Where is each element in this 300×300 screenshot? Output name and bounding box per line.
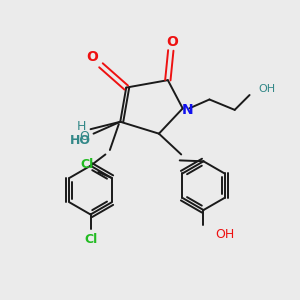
Text: HO: HO [70, 134, 91, 147]
Text: O: O [80, 130, 89, 143]
Text: H: H [77, 120, 86, 133]
Text: O: O [87, 50, 99, 64]
Text: OH: OH [215, 228, 234, 241]
Text: O: O [167, 35, 178, 49]
Text: Cl: Cl [84, 233, 97, 246]
Text: N: N [182, 103, 194, 117]
Text: Cl: Cl [80, 158, 94, 171]
Text: OH: OH [259, 84, 276, 94]
